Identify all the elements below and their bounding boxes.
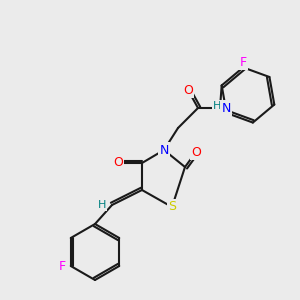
Text: O: O <box>113 157 123 169</box>
Text: H: H <box>213 101 221 111</box>
Text: N: N <box>221 101 231 115</box>
Text: H: H <box>98 200 106 210</box>
Text: F: F <box>240 56 247 69</box>
Text: N: N <box>159 143 169 157</box>
Text: O: O <box>191 146 201 158</box>
Text: F: F <box>59 260 66 272</box>
Text: S: S <box>168 200 176 214</box>
Text: O: O <box>183 83 193 97</box>
